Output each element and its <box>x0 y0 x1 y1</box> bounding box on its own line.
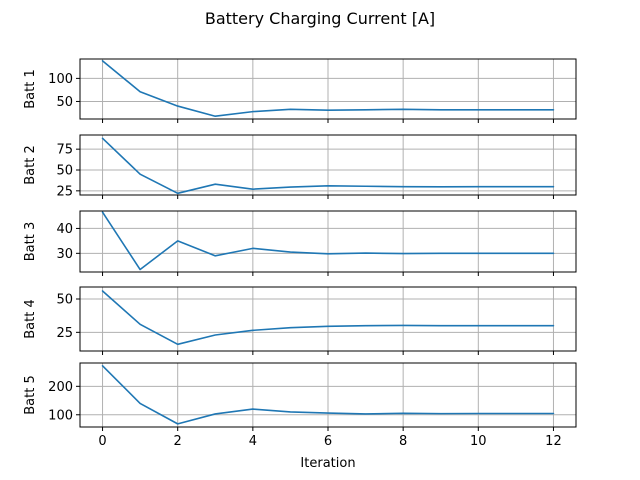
y-axis-label: Batt 4 <box>23 299 38 338</box>
subplot-4: 25 50 Batt 4 <box>23 286 577 355</box>
chart-title: Battery Charging Current [A] <box>205 9 435 28</box>
y-axis-label: Batt 3 <box>23 222 38 261</box>
y-tick-label: 50 <box>56 95 73 110</box>
x-tick-label: 0 <box>98 434 106 449</box>
subplot-1: 50 100 Batt 1 <box>23 58 577 123</box>
y-tick-label: 30 <box>56 247 73 262</box>
series-line <box>101 290 555 346</box>
axes-frame <box>79 58 577 120</box>
series-line <box>101 211 555 271</box>
y-axis-label: Batt 2 <box>23 145 38 184</box>
y-axis-label: Batt 1 <box>23 69 38 108</box>
x-tick-label: 10 <box>470 434 487 449</box>
x-tick-label: 12 <box>545 434 562 449</box>
x-tick-label: 2 <box>174 434 182 449</box>
subplot-3: 30 40 Batt 3 <box>23 210 577 276</box>
axes-frame <box>79 134 577 196</box>
subplot-2: 25 50 75 Batt 2 <box>23 134 577 199</box>
x-axis-label: Iteration <box>300 456 355 471</box>
y-tick-label: 40 <box>56 222 73 237</box>
axes-frame <box>79 286 577 352</box>
y-tick-label: 25 <box>56 184 73 199</box>
y-axis-label: Batt 5 <box>23 375 38 414</box>
x-tick-label: 8 <box>399 434 407 449</box>
y-tick-label: 75 <box>56 143 73 158</box>
axes-frame <box>79 210 577 273</box>
series-line <box>101 137 555 195</box>
y-tick-label: 100 <box>48 408 73 423</box>
y-tick-label: 25 <box>56 326 73 341</box>
x-axis-ticks: 0 2 4 6 8 10 12 <box>98 434 561 449</box>
x-tick-label: 6 <box>324 434 332 449</box>
series-line <box>101 365 555 425</box>
subplots-group: 50 100 Batt 1 25 50 75 Batt 2 30 40 Batt 3 25 50 Bat… <box>23 58 577 431</box>
subplot-5: 100 200 Batt 5 <box>23 362 577 431</box>
y-tick-label: 200 <box>48 380 73 395</box>
x-tick-label: 4 <box>249 434 257 449</box>
series-line <box>101 60 555 118</box>
y-tick-label: 50 <box>56 293 73 308</box>
axes-frame <box>79 362 577 428</box>
y-tick-label: 50 <box>56 164 73 179</box>
y-tick-label: 100 <box>48 72 73 87</box>
